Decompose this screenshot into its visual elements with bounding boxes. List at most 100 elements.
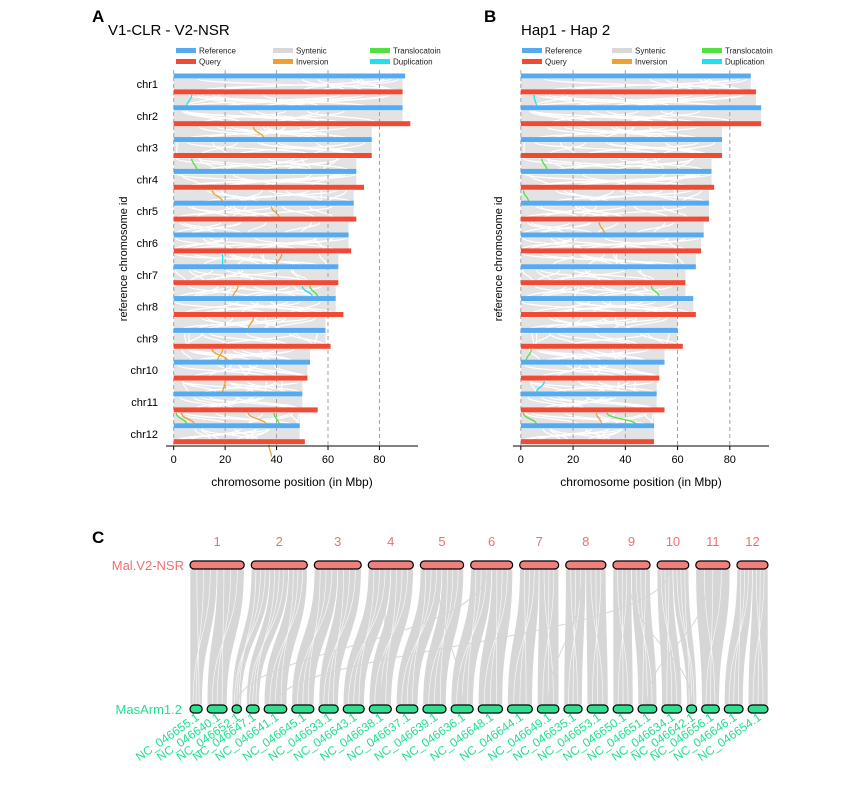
- syntenic-gap: [531, 412, 636, 426]
- syntenic-gap: [205, 316, 310, 330]
- reference-bar: [173, 168, 357, 174]
- synteny-ribbon-edge: [703, 568, 716, 706]
- synteny-ribbon-edge: [236, 568, 261, 706]
- syntenic-gap: [619, 189, 708, 203]
- x-tick-label: 60: [322, 454, 334, 466]
- top-chromosome-label: 10: [666, 534, 680, 549]
- syntenic-gap: [551, 380, 655, 394]
- legend-label-query: Query: [545, 58, 567, 67]
- query-bar: [520, 343, 683, 349]
- query-bar: [520, 89, 756, 95]
- legend-label-inversion: Inversion: [635, 58, 667, 67]
- top-chromosome-bar: [519, 560, 560, 570]
- legend-swatch-inversion: [273, 59, 293, 64]
- synteny-ribbon-edge: [221, 568, 225, 706]
- panel-letter: B: [484, 7, 496, 26]
- synteny-ribbon: [231, 568, 271, 706]
- x-tick-label: 40: [619, 454, 631, 466]
- synteny-ribbon-edge: [513, 568, 535, 706]
- syntenic-gap: [180, 316, 285, 330]
- synteny-ribbon-edge: [524, 568, 527, 706]
- syntenic-gap: [212, 301, 301, 315]
- bottom-chromosome-bar: [318, 704, 339, 714]
- reference-bar: [520, 232, 704, 238]
- syntenic-gap: [536, 94, 659, 108]
- top-chromosome-label: 12: [745, 534, 759, 549]
- x-tick-label: 60: [671, 454, 683, 466]
- syntenic-gap: [613, 173, 701, 187]
- syntenic-block: [520, 222, 704, 234]
- x-tick-label: 40: [270, 454, 282, 466]
- legend-label-query: Query: [199, 58, 221, 67]
- top-chromosome-label: 5: [438, 534, 445, 549]
- query-bar: [173, 407, 318, 413]
- syntenic-gap: [547, 78, 740, 92]
- query-bar: [173, 248, 352, 254]
- syntenic-gap: [533, 94, 693, 108]
- reference-bar: [520, 200, 709, 206]
- syntenic-block: [173, 269, 339, 282]
- reference-bar: [520, 168, 712, 174]
- top-chromosome-bar: [250, 560, 308, 570]
- query-bar: [173, 216, 357, 222]
- syntenic-gap: [187, 142, 311, 156]
- syntenic-block: [520, 269, 686, 282]
- synteny-ribbon: [656, 568, 682, 706]
- syntenic-gap: [575, 301, 667, 315]
- reference-bar: [173, 73, 406, 79]
- syntenic-gap: [285, 94, 391, 108]
- synteny-ribbon-edge: [617, 568, 628, 706]
- top-chromosome-bar: [736, 560, 769, 570]
- syntenic-gap: [192, 269, 268, 283]
- legend-label-syntenic: Syntenic: [296, 47, 327, 56]
- synteny-link: [437, 568, 463, 706]
- syntenic-gap: [225, 269, 307, 283]
- panel-a: AV1-CLR - V2-NSR Reference Query Syntenic In…: [92, 7, 441, 489]
- bottom-chromosome-bar: [245, 704, 260, 714]
- reference-bar: [520, 137, 722, 143]
- synteny-ribbon-edge: [269, 568, 303, 706]
- syntenic-gap: [200, 78, 392, 92]
- syntenic-gap: [204, 301, 289, 315]
- bottom-chromosome-bar: [563, 704, 583, 714]
- bottom-chromosome-bar: [747, 704, 769, 714]
- synteny-ribbon-edge: [192, 568, 211, 706]
- bottom-chromosome-bar: [612, 704, 634, 714]
- query-bar: [520, 216, 709, 222]
- synteny-ribbon-edge: [195, 568, 204, 706]
- top-chromosome-label: 7: [536, 534, 543, 549]
- top-chromosome-label: 4: [387, 534, 394, 549]
- top-genome-label: Mal.V2-NSR: [112, 558, 184, 573]
- reference-bar: [173, 200, 354, 206]
- legend-swatch-reference: [176, 48, 196, 53]
- synteny-ribbon-edge: [752, 568, 765, 706]
- syntenic-gap: [528, 316, 636, 330]
- x-tick-label: 20: [219, 454, 231, 466]
- query-bar: [173, 153, 372, 158]
- bottom-chromosome-bar: [231, 704, 243, 714]
- legend-swatch-duplication: [370, 59, 390, 64]
- chromosome-label: chr1: [137, 79, 158, 91]
- synteny-ribbon-edge: [519, 568, 530, 706]
- syntenic-gap: [557, 237, 649, 251]
- syntenic-gap: [262, 173, 346, 187]
- top-chromosome-bar: [189, 560, 245, 570]
- query-bar: [520, 375, 660, 381]
- top-chromosome-bar: [565, 560, 607, 570]
- bottom-chromosome-bar: [506, 704, 533, 714]
- syntenic-gap: [553, 316, 661, 330]
- syntenic-block: [173, 428, 300, 441]
- syntenic-gap: [539, 269, 616, 283]
- syntenic-gap: [524, 173, 689, 187]
- syntenic-gap: [202, 380, 300, 394]
- syntenic-gap: [534, 142, 660, 156]
- syntenic-gap: [237, 142, 349, 156]
- syntenic-gap: [553, 301, 643, 315]
- synteny-ribbon-edge: [705, 568, 722, 706]
- bottom-chromosome-bar: [189, 704, 203, 714]
- synteny-ribbon-edge: [280, 568, 294, 706]
- syntenic-block: [520, 206, 709, 219]
- synteny-ribbon-edge: [328, 568, 350, 706]
- syntenic-gap: [561, 301, 656, 315]
- syntenic-block: [173, 365, 308, 378]
